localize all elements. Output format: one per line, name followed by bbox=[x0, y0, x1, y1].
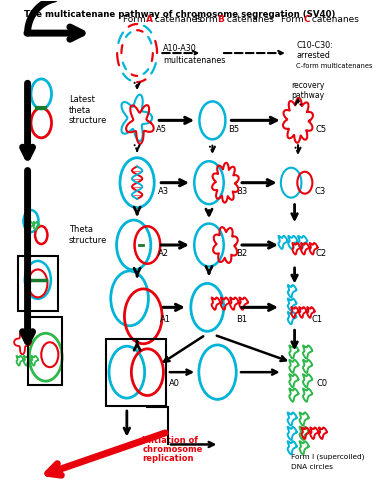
Text: multicatenanes: multicatenanes bbox=[163, 56, 225, 65]
Text: A3: A3 bbox=[158, 187, 169, 196]
Bar bbox=[106, 339, 165, 406]
Text: pathway: pathway bbox=[291, 91, 324, 100]
Text: B5: B5 bbox=[228, 125, 239, 134]
Text: A2: A2 bbox=[158, 250, 169, 258]
Text: B3: B3 bbox=[236, 187, 248, 196]
Text: C5: C5 bbox=[315, 125, 326, 134]
Bar bbox=[27, 318, 62, 384]
Text: Form I (supercoiled): Form I (supercoiled) bbox=[291, 454, 365, 460]
Text: B: B bbox=[218, 15, 224, 24]
Text: The multicatenane pathway of chromosome segregation (SV40): The multicatenane pathway of chromosome … bbox=[24, 10, 336, 18]
Text: C3: C3 bbox=[314, 187, 326, 196]
Text: Form: Form bbox=[195, 15, 221, 24]
Text: A10-A30: A10-A30 bbox=[163, 44, 197, 52]
Text: replication: replication bbox=[142, 454, 194, 463]
Text: A5: A5 bbox=[156, 125, 167, 134]
Text: Theta
structure: Theta structure bbox=[69, 226, 107, 244]
Text: Latest
theta
structure: Latest theta structure bbox=[69, 96, 107, 126]
Text: Initiation of: Initiation of bbox=[142, 436, 198, 445]
Text: C1: C1 bbox=[312, 316, 323, 324]
Text: catenanes: catenanes bbox=[309, 15, 359, 24]
Bar bbox=[18, 256, 58, 312]
Text: catenanes: catenanes bbox=[224, 15, 274, 24]
Text: A0: A0 bbox=[169, 378, 179, 388]
Text: B1: B1 bbox=[236, 316, 247, 324]
Text: DNA circles: DNA circles bbox=[291, 464, 333, 470]
Text: C0: C0 bbox=[317, 378, 328, 388]
Text: recovery: recovery bbox=[291, 81, 325, 90]
Text: C: C bbox=[303, 15, 310, 24]
Text: A: A bbox=[146, 15, 153, 24]
Text: A1: A1 bbox=[160, 316, 171, 324]
Text: arrested: arrested bbox=[296, 51, 330, 60]
Text: C10-C30:: C10-C30: bbox=[296, 41, 333, 50]
Text: C2: C2 bbox=[315, 250, 326, 258]
Text: chromosome: chromosome bbox=[142, 445, 203, 454]
Text: C-form multicatenanes: C-form multicatenanes bbox=[296, 62, 373, 68]
Text: Form: Form bbox=[281, 15, 306, 24]
Text: B2: B2 bbox=[236, 250, 248, 258]
Text: catenanes: catenanes bbox=[152, 15, 202, 24]
Text: Form: Form bbox=[123, 15, 149, 24]
